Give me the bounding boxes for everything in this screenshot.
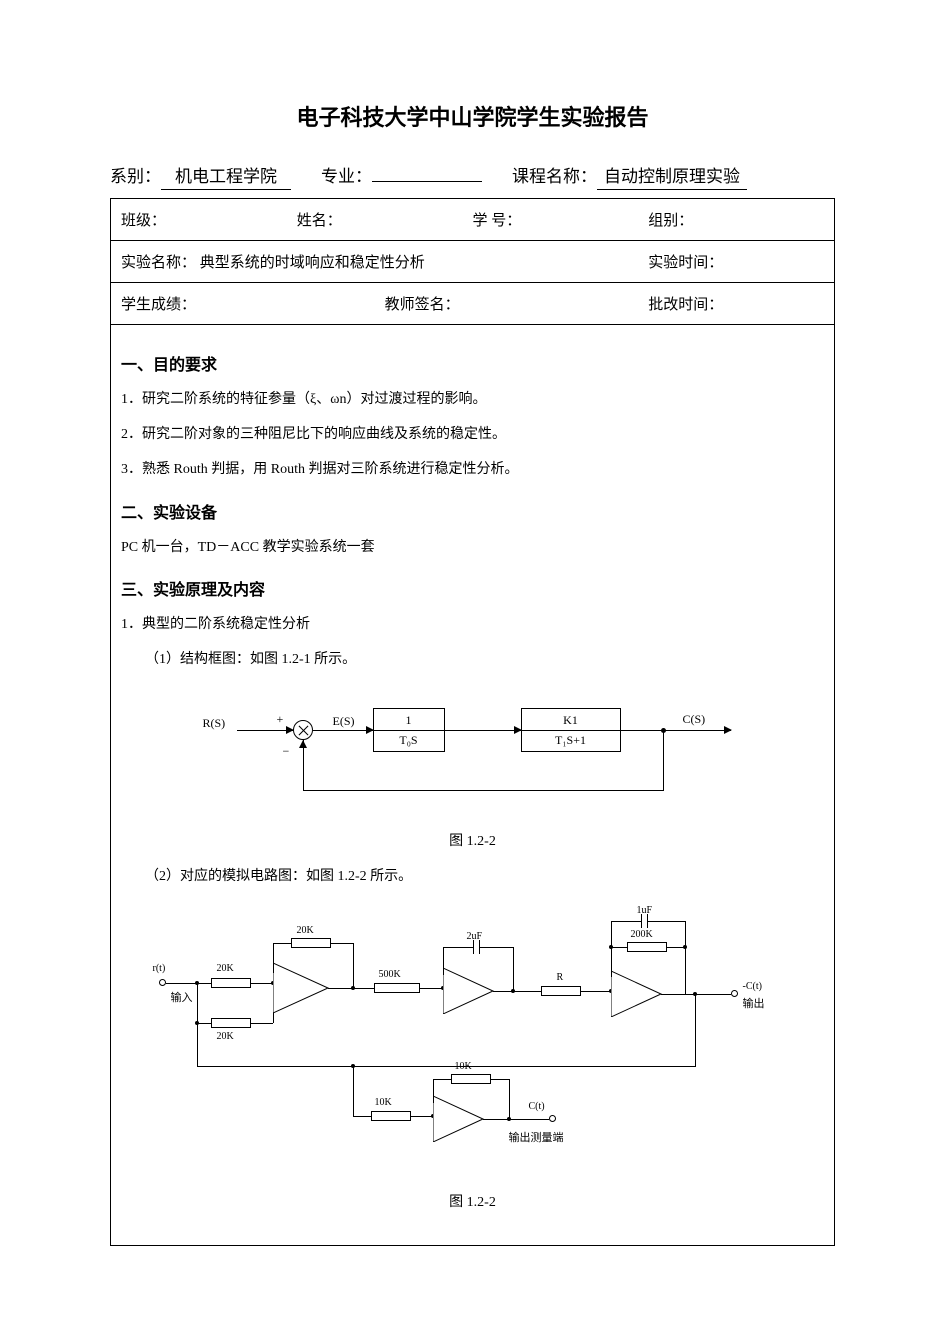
bd-block-2-den: T₁S+1 — [522, 731, 620, 750]
bd-block-1: 1 T₀S — [373, 708, 445, 752]
c-meas-sig: C(t) — [529, 1101, 545, 1112]
teacher-sign-label: 教师签名： — [385, 293, 649, 314]
section-3-item-1-1: （1）结构框图：如图 1.2-1 所示。 — [145, 647, 824, 672]
bd-plus: + — [277, 712, 284, 727]
c-r-var — [541, 986, 581, 996]
c-r20k-a — [211, 978, 251, 988]
id-label: 学 号： — [473, 209, 649, 230]
c-r20k-fb — [291, 938, 331, 948]
c-meas-label: 输出测量端 — [509, 1129, 564, 1145]
section-1-head: 一、目的要求 — [121, 351, 824, 375]
section-2-item-1: PC 机一台，TD－ACC 教学实验系统一套 — [121, 535, 824, 560]
course-label: 课程名称： — [512, 162, 597, 187]
bd-block-1-num: 1 — [374, 711, 444, 731]
exp-name-value: 典型系统的时域响应和稳定性分析 — [200, 255, 425, 271]
exp-time-label: 实验时间： — [648, 251, 824, 272]
major-label: 专业： — [321, 162, 372, 187]
info-row-2: 实验名称： 典型系统的时域响应和稳定性分析 实验时间： — [111, 241, 834, 283]
dept-label: 系别： — [110, 162, 161, 187]
opamp-4-icon — [433, 1096, 488, 1142]
opamp-3-icon — [611, 971, 666, 1017]
c-r10k-in — [371, 1111, 411, 1121]
dept-value: 机电工程学院 — [161, 162, 291, 190]
opamp-2-icon — [443, 968, 498, 1014]
c-r500k-label: 500K — [379, 969, 401, 980]
c-r20k-b — [211, 1018, 251, 1028]
c-cap-1u-label: 1uF — [637, 905, 653, 916]
opamp-1-icon — [273, 963, 333, 1013]
c-r10k-in-label: 10K — [375, 1097, 392, 1108]
major-value — [372, 179, 482, 182]
content-area: 一、目的要求 1．研究二阶系统的特征参量（ξ、ωn）对过渡过程的影响。 2．研究… — [111, 325, 834, 1245]
course-value: 自动控制原理实验 — [597, 162, 747, 190]
c-r10k-fb-label: 10K — [455, 1061, 472, 1072]
c-r10k-fb — [451, 1074, 491, 1084]
c-out-sig: -C(t) — [743, 981, 762, 992]
section-1-item-2: 2．研究二阶对象的三种阻尼比下的响应曲线及系统的稳定性。 — [121, 422, 824, 447]
review-time-label: 批改时间： — [648, 293, 824, 314]
exp-name-label: 实验名称： — [121, 255, 196, 271]
section-1-item-1: 1．研究二阶系统的特征参量（ξ、ωn）对过渡过程的影响。 — [121, 387, 824, 412]
block-diagram-caption: 图 1.2-2 — [121, 830, 824, 850]
circuit-caption: 图 1.2-2 — [121, 1191, 824, 1211]
c-r-var-label: R — [557, 972, 564, 983]
c-r200k-label: 200K — [631, 929, 653, 940]
bd-r-label: R(S) — [203, 716, 226, 731]
c-r20k-b-label: 20K — [217, 1031, 234, 1042]
c-in-label: 输入 — [171, 989, 193, 1005]
class-label: 班级： — [121, 209, 297, 230]
section-2-head: 二、实验设备 — [121, 499, 824, 523]
bd-block-2: K1 T₁S+1 — [521, 708, 621, 752]
c-cap-2u-label: 2uF — [467, 931, 483, 942]
header-line: 系别： 机电工程学院 专业： 课程名称： 自动控制原理实验 — [110, 162, 835, 190]
c-r20k-a-label: 20K — [217, 963, 234, 974]
group-label: 组别： — [648, 209, 824, 230]
c-r20k-fb-label: 20K — [297, 925, 314, 936]
report-box: 班级： 姓名： 学 号： 组别： 实验名称： 典型系统的时域响应和稳定性分析 实… — [110, 198, 835, 1246]
bd-block-1-den: T₀S — [374, 731, 444, 750]
info-row-1: 班级： 姓名： 学 号： 组别： — [111, 199, 834, 241]
section-1-item-3: 3．熟悉 Routh 判据，用 Routh 判据对三阶系统进行稳定性分析。 — [121, 457, 824, 482]
bd-c-label: C(S) — [683, 712, 706, 727]
section-3-item-1-2: （2）对应的模拟电路图：如图 1.2-2 所示。 — [145, 864, 824, 889]
bd-block-2-num: K1 — [522, 711, 620, 731]
section-3-item-1: 1．典型的二阶系统稳定性分析 — [121, 612, 824, 637]
c-r200k — [627, 942, 667, 952]
bd-summing-junction — [293, 720, 313, 740]
circuit-diagram: r(t) 输入 20K 20K — [153, 903, 793, 1183]
name-label: 姓名： — [297, 209, 473, 230]
c-in-sig: r(t) — [153, 963, 166, 974]
info-row-3: 学生成绩： 教师签名： 批改时间： — [111, 283, 834, 325]
score-label: 学生成绩： — [121, 293, 385, 314]
bd-minus: − — [283, 744, 290, 759]
block-diagram: R(S) + − E(S) 1 T₀S K1 T₁S+1 C(S) — [193, 692, 753, 822]
bd-e-label: E(S) — [333, 714, 355, 729]
report-title: 电子科技大学中山学院学生实验报告 — [110, 100, 835, 132]
section-3-head: 三、实验原理及内容 — [121, 576, 824, 600]
c-out-label: 输出 — [743, 995, 765, 1011]
c-r500k — [374, 983, 420, 993]
